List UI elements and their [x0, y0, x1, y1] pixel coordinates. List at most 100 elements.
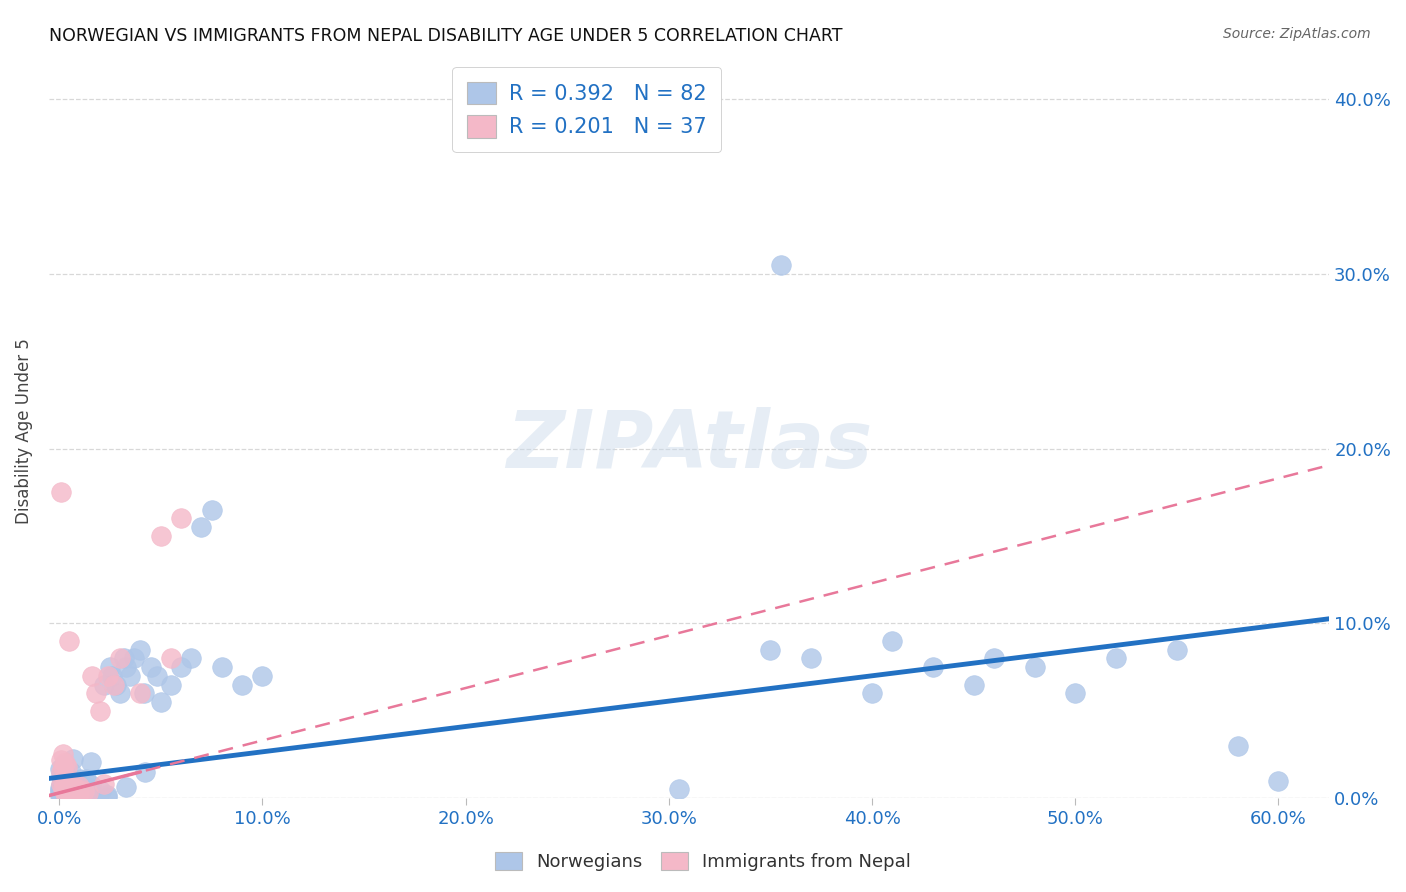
Point: [129, 686, 152, 700]
Point: [56, 778, 79, 792]
Point: [80, 669, 103, 683]
Point: [882, 633, 904, 648]
Point: [96, 790, 118, 805]
Point: [84, 686, 107, 700]
Point: [58, 790, 80, 805]
Point: [48, 782, 70, 797]
Point: [52, 772, 75, 787]
Point: [231, 677, 253, 691]
Point: [49, 789, 72, 803]
Point: [69, 772, 91, 787]
Point: [124, 651, 146, 665]
Point: [105, 677, 128, 691]
Point: [48, 784, 70, 798]
Point: [52, 773, 75, 788]
Point: [66, 772, 89, 787]
Point: [59, 764, 82, 779]
Point: [145, 669, 167, 683]
Point: [98, 660, 121, 674]
Point: [79, 788, 101, 802]
Point: [160, 677, 183, 691]
Point: [149, 529, 172, 543]
Point: [55, 786, 77, 800]
Point: [1267, 773, 1289, 788]
Point: [1105, 651, 1128, 665]
Point: [62, 788, 84, 802]
Point: [60, 782, 83, 797]
Point: [80, 755, 103, 769]
Point: [759, 642, 782, 657]
Point: [52, 747, 75, 762]
Point: [112, 651, 135, 665]
Point: [58, 786, 80, 800]
Y-axis label: Disability Age Under 5: Disability Age Under 5: [15, 338, 32, 524]
Point: [120, 669, 142, 683]
Point: [52, 782, 75, 797]
Point: [56, 782, 79, 797]
Point: [962, 677, 984, 691]
Point: [53, 786, 76, 800]
Point: [80, 778, 103, 792]
Point: [79, 788, 101, 802]
Point: [53, 784, 76, 798]
Point: [69, 786, 91, 800]
Point: [108, 686, 131, 700]
Point: [769, 258, 792, 272]
Point: [58, 777, 80, 791]
Point: [56, 760, 79, 774]
Point: [180, 651, 202, 665]
Point: [66, 782, 89, 797]
Point: [72, 784, 94, 798]
Point: [211, 660, 233, 674]
Point: [79, 780, 101, 795]
Point: [1024, 660, 1046, 674]
Point: [48, 762, 70, 776]
Point: [49, 769, 72, 783]
Point: [63, 778, 86, 792]
Point: [1064, 686, 1087, 700]
Point: [134, 765, 156, 780]
Point: [115, 780, 138, 795]
Point: [77, 784, 100, 798]
Point: [1226, 739, 1249, 753]
Point: [51, 777, 73, 791]
Point: [60, 771, 83, 785]
Point: [52, 760, 75, 774]
Point: [49, 781, 72, 796]
Point: [190, 520, 212, 534]
Point: [76, 786, 98, 800]
Legend: R = 0.392   N = 82, R = 0.201   N = 37: R = 0.392 N = 82, R = 0.201 N = 37: [453, 67, 721, 153]
Point: [56, 773, 79, 788]
Point: [800, 651, 823, 665]
Point: [51, 485, 73, 500]
Point: [62, 789, 84, 804]
Point: [52, 789, 75, 803]
Point: [53, 770, 76, 784]
Point: [922, 660, 945, 674]
Point: [55, 789, 77, 804]
Point: [58, 633, 80, 648]
Point: [103, 677, 125, 691]
Point: [108, 651, 131, 665]
Point: [62, 784, 84, 798]
Point: [51, 764, 73, 779]
Point: [200, 502, 222, 516]
Point: [62, 752, 84, 766]
Point: [63, 782, 86, 797]
Legend: Norwegians, Immigrants from Nepal: Norwegians, Immigrants from Nepal: [488, 845, 918, 879]
Point: [69, 779, 91, 793]
Point: [93, 777, 115, 791]
Point: [134, 686, 156, 700]
Point: [252, 669, 274, 683]
Point: [129, 642, 152, 657]
Point: [49, 778, 72, 792]
Text: Source: ZipAtlas.com: Source: ZipAtlas.com: [1223, 27, 1371, 41]
Point: [89, 704, 111, 718]
Point: [49, 787, 72, 801]
Point: [149, 695, 172, 709]
Point: [53, 777, 76, 791]
Point: [51, 772, 73, 787]
Point: [51, 753, 73, 767]
Point: [73, 785, 96, 799]
Point: [49, 789, 72, 804]
